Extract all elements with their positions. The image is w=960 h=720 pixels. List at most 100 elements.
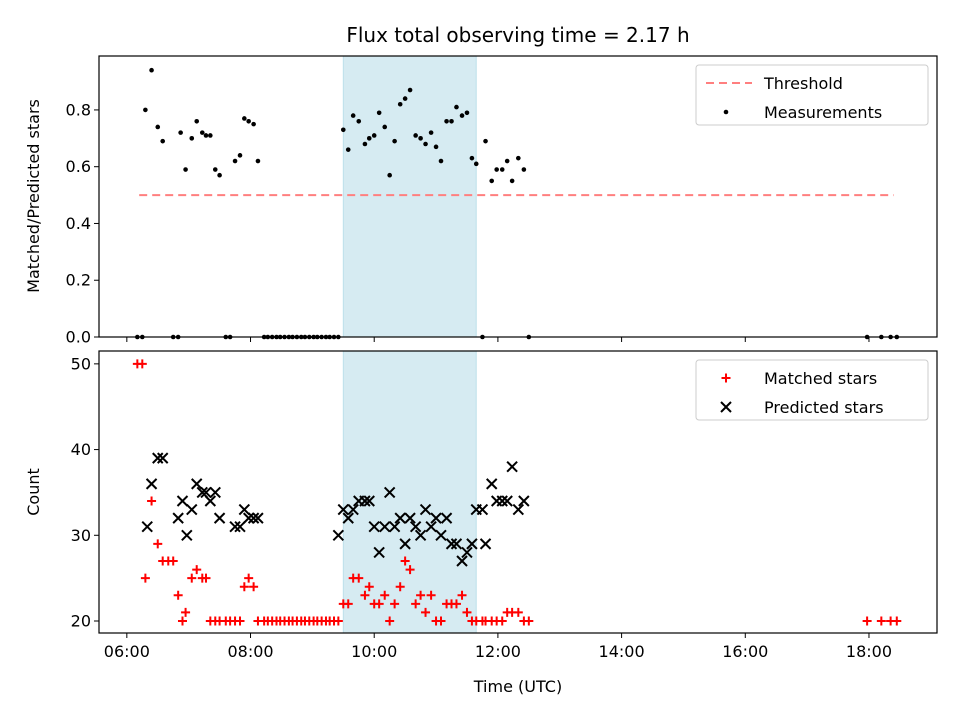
bottom-point-0-60 xyxy=(416,590,426,600)
bottom-point-1-20 xyxy=(332,529,345,541)
bottom-point-1-43 xyxy=(450,538,463,550)
bottom-legend: Matched stars Predicted stars xyxy=(695,359,929,421)
top-point-0-54 xyxy=(392,138,397,144)
top-point-0-76 xyxy=(504,158,510,164)
bottom-point-1-53 xyxy=(501,495,513,507)
bottom-point-1-7 xyxy=(186,503,198,516)
top-point-0-78 xyxy=(516,155,521,161)
bottom-legend-swatch-0 xyxy=(721,373,731,383)
bottom-point-0-54 xyxy=(385,616,395,626)
bottom-point-1-45 xyxy=(461,546,473,559)
bottom-point-1-39 xyxy=(430,512,442,524)
top-point-0-11 xyxy=(194,118,200,124)
top-point-0-2 xyxy=(143,107,148,113)
bottom-xtick-label-2: 10:00 xyxy=(351,642,397,661)
bottom-point-0-61 xyxy=(421,607,431,617)
bottom-point-1-11 xyxy=(204,495,217,507)
bottom-shaded-span xyxy=(342,350,477,634)
bottom-point-0-2 xyxy=(140,573,150,583)
bottom-series-0 xyxy=(132,359,902,626)
bottom-point-0-64 xyxy=(436,616,446,626)
bottom-point-0-62 xyxy=(426,590,436,600)
bottom-xtick-label-1: 08:00 xyxy=(227,642,273,661)
bottom-point-1-0 xyxy=(141,521,153,533)
bottom-point-1-56 xyxy=(518,495,530,507)
top-point-0-3 xyxy=(149,67,154,73)
bottom-point-0-58 xyxy=(405,565,415,575)
top-point-0-57 xyxy=(407,87,413,93)
top-point-0-47 xyxy=(356,118,362,124)
bottom-series-1 xyxy=(141,452,530,567)
bottom-point-0-57 xyxy=(400,556,410,566)
bottom-point-1-31 xyxy=(388,521,401,533)
top-point-0-70 xyxy=(473,161,479,167)
bottom-point-1-46 xyxy=(466,538,478,550)
bottom-legend-swatch-1 xyxy=(720,401,732,413)
bottom-xtick-label-6: 18:00 xyxy=(846,642,892,661)
bottom-point-1-6 xyxy=(181,529,193,541)
bottom-ytick-label-2: 40 xyxy=(71,440,91,459)
top-point-0-16 xyxy=(217,172,222,178)
bottom-point-1-55 xyxy=(512,503,525,516)
bottom-point-0-24 xyxy=(249,582,259,592)
top-legend-swatch-1 xyxy=(723,109,729,115)
top-point-0-58 xyxy=(413,133,418,138)
bottom-point-1-32 xyxy=(394,512,406,524)
bottom-point-0-56 xyxy=(395,582,405,592)
bottom-point-1-13 xyxy=(213,512,226,524)
bottom-point-1-42 xyxy=(445,538,458,550)
bottom-point-1-30 xyxy=(383,486,396,499)
top-point-0-50 xyxy=(371,133,377,138)
bottom-ytick-label-1: 30 xyxy=(71,526,91,545)
top-point-0-65 xyxy=(449,118,454,124)
top-y-axis-label: Matched/Predicted stars xyxy=(24,99,43,293)
bottom-point-0-23 xyxy=(244,573,254,583)
bottom-point-0-10 xyxy=(181,607,191,617)
bottom-point-1-1 xyxy=(145,478,158,490)
bottom-point-0-68 xyxy=(457,590,467,600)
top-point-0-8 xyxy=(178,130,183,135)
top-point-0-5 xyxy=(160,138,166,144)
bottom-point-0-81 xyxy=(524,616,534,626)
top-legend: Threshold Measurements xyxy=(695,64,929,126)
top-point-0-53 xyxy=(387,172,392,178)
bottom-legend-label-0: Matched stars xyxy=(764,369,877,388)
bottom-legend-box xyxy=(695,359,929,421)
bottom-point-0-55 xyxy=(390,599,400,609)
bottom-ytick-label-3: 50 xyxy=(71,354,91,373)
bottom-point-0-76 xyxy=(497,616,507,626)
top-point-0-64 xyxy=(444,118,449,124)
bottom-point-0-53 xyxy=(380,590,390,600)
bottom-point-1-48 xyxy=(476,503,489,516)
bottom-point-1-3 xyxy=(156,452,169,464)
top-point-0-13 xyxy=(203,133,209,138)
bottom-point-1-52 xyxy=(496,495,508,507)
bottom-point-1-14 xyxy=(229,521,241,533)
bottom-point-1-36 xyxy=(414,529,427,541)
top-ytick-label-3: 0.6 xyxy=(66,157,91,176)
top-point-0-63 xyxy=(438,158,444,164)
top-point-0-69 xyxy=(469,155,475,161)
bottom-point-0-49 xyxy=(360,590,370,600)
bottom-point-0-7 xyxy=(168,556,178,566)
bottom-point-1-8 xyxy=(191,478,203,490)
bottom-point-1-19 xyxy=(252,512,264,524)
bottom-point-0-1 xyxy=(137,359,147,369)
top-point-0-24 xyxy=(255,158,261,164)
top-point-0-77 xyxy=(509,178,515,184)
bottom-xtick-label-0: 06:00 xyxy=(104,642,150,661)
bottom-point-0-12 xyxy=(192,565,202,575)
top-legend-label-1: Measurements xyxy=(764,103,882,122)
bottom-point-1-10 xyxy=(200,486,212,499)
top-point-0-20 xyxy=(237,153,243,158)
bottom-point-1-27 xyxy=(368,521,380,533)
top-point-0-9 xyxy=(183,167,188,172)
bottom-point-1-15 xyxy=(234,521,246,533)
top-point-0-75 xyxy=(499,167,505,172)
top-point-0-4 xyxy=(155,124,161,130)
bottom-point-1-29 xyxy=(379,521,391,533)
bottom-point-1-37 xyxy=(419,503,432,516)
bottom-point-1-44 xyxy=(456,555,468,567)
bottom-point-0-52 xyxy=(374,599,384,609)
bottom-point-1-5 xyxy=(176,495,189,507)
